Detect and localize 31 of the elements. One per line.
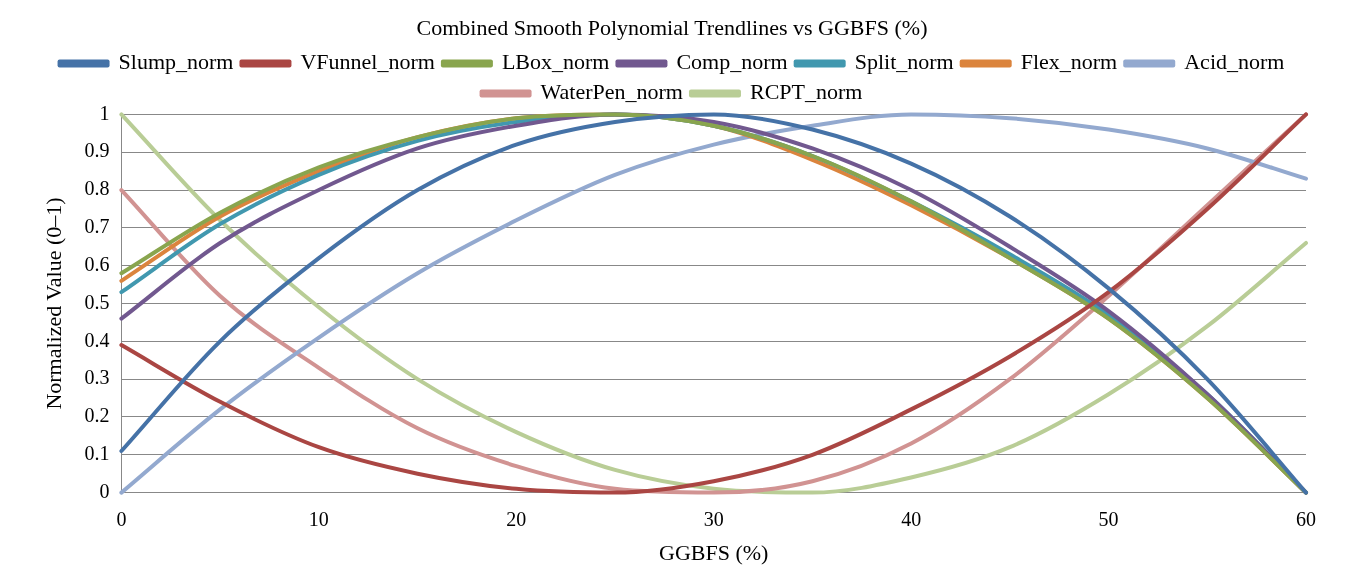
y-tick-label: 0.5 [84,290,110,313]
legend-label: Acid_norm [1184,49,1285,75]
chart-title: Combined Smooth Polynomial Trendlines vs GGBFS (%) [416,14,928,40]
y-tick-label: 0.8 [84,177,110,200]
legend-label: Split_norm [854,49,954,75]
y-tick-label: 0 [99,479,110,502]
x-tick-label: 20 [506,507,527,530]
y-axis-title: Normalized Value (0–1) [40,197,66,410]
x-tick-label: 60 [1296,507,1316,530]
legend-label: VFunnel_norm [300,49,435,75]
x-tick-label: 30 [703,507,724,530]
y-tick-label: 0.2 [84,404,110,427]
y-tick-label: 0.3 [84,366,110,389]
x-axis-title: GGBFS (%) [659,539,769,565]
x-tick-label: 10 [308,507,329,530]
y-tick-label: 0.1 [84,442,110,465]
y-tick-label: 0.6 [84,252,110,275]
legend-label: LBox_norm [501,49,610,75]
legend-label: WaterPen_norm [540,79,683,105]
legend-label: RCPT_norm [749,79,863,105]
legend-label: Flex_norm [1020,49,1118,75]
y-tick-label: 0.4 [84,328,110,351]
y-tick-label: 1 [99,101,110,124]
y-tick-label: 0.9 [84,139,110,162]
x-tick-label: 50 [1098,507,1119,530]
y-tick-label: 0.7 [84,215,110,238]
x-tick-label: 0 [116,507,127,530]
legend-label: Slump_norm [118,49,234,75]
legend-label: Comp_norm [676,49,788,75]
line-series [119,112,1308,495]
x-tick-label: 40 [901,507,922,530]
